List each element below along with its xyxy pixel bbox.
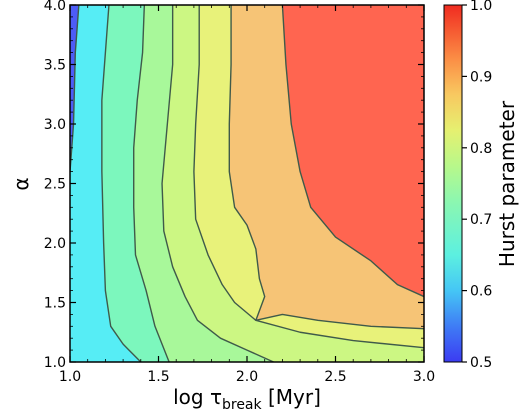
y-tick-label: 1.5: [44, 296, 66, 312]
x-axis-label: log τbreak [Myr]: [173, 385, 321, 413]
contour-line: [281, 5, 424, 298]
region-fill: [70, 5, 141, 362]
y-axis-ticks: 1.0 1.5 2.0 2.5 3.0 3.5 4.0: [44, 0, 424, 371]
colorbar-tick-label: 1.0: [470, 0, 492, 14]
colorbar-ticks: 0.5 0.6 0.7 0.8 0.9 1.0: [462, 0, 492, 371]
region-fill: [70, 5, 79, 362]
contour-line: [228, 5, 424, 330]
plot-area: [70, 5, 424, 362]
y-tick-label: 2.5: [44, 177, 66, 193]
x-axis-ticks: 1.0 1.5 2.0 2.5 3.0: [59, 5, 435, 385]
x-tick-label: 1.0: [59, 369, 81, 385]
x-tick-label: 3.0: [413, 369, 435, 385]
x-tick-label: 2.0: [236, 369, 258, 385]
y-tick-label: 3.0: [44, 117, 66, 133]
y-tick-label: 4.0: [44, 0, 66, 14]
x-tick-label: 1.5: [147, 369, 169, 385]
contour-line: [101, 5, 142, 362]
colorbar-label: Hurst parameter: [495, 100, 519, 267]
colorbar-tick-label: 0.8: [470, 141, 492, 157]
y-tick-label: 2.0: [44, 236, 66, 252]
colorbar-tick-label: 0.6: [470, 284, 492, 300]
colorbar: [443, 4, 463, 363]
y-tick-label: 3.5: [44, 58, 66, 74]
contour-line: [161, 5, 274, 362]
colorbar-tick-label: 0.9: [470, 69, 492, 85]
y-tick-label: 1.0: [44, 355, 66, 371]
contour-line: [133, 5, 170, 362]
contour-lines: [70, 5, 424, 362]
contour-line: [193, 5, 424, 349]
colorbar-tick-label: 0.7: [470, 212, 492, 228]
colorbar-tick-label: 0.5: [470, 355, 492, 371]
x-tick-label: 2.5: [324, 369, 346, 385]
y-axis-label: α: [9, 177, 33, 190]
